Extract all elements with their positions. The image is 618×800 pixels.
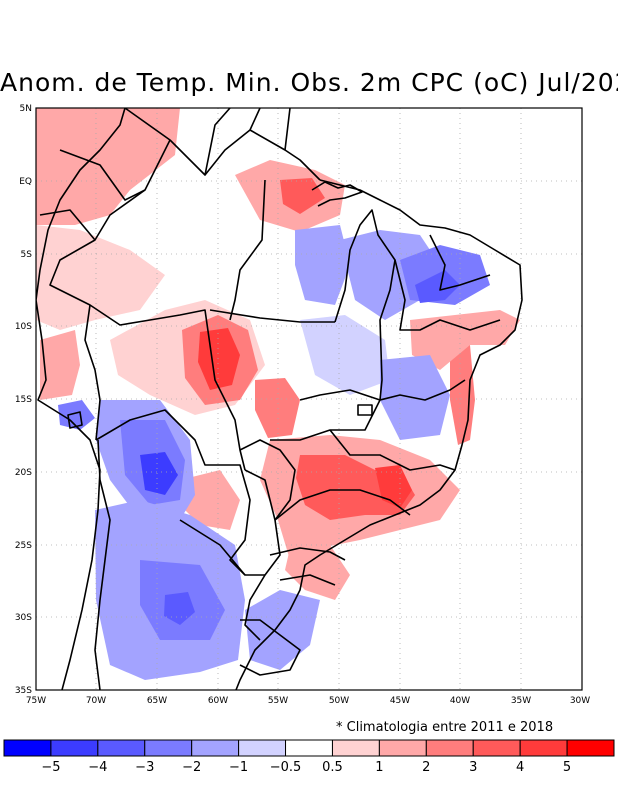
cool-anomaly-rio-grande-do-sul	[245, 590, 320, 670]
state-border-amazonas-para	[229, 179, 266, 321]
lat-tick-label: 35S	[15, 686, 32, 696]
graticule	[36, 108, 582, 690]
colorbar-label: −3	[135, 760, 154, 775]
lat-tick-label: EQ	[19, 177, 32, 187]
colorbar-swatch	[238, 739, 287, 757]
lat-tick-label: 30S	[15, 613, 32, 623]
lat-tick-label: 5N	[20, 104, 32, 114]
uruguay-border	[239, 619, 301, 676]
lon-tick-label: 40W	[450, 696, 470, 706]
coastlines-borders	[36, 108, 523, 690]
lat-tick-label: 10S	[15, 322, 32, 332]
coastline-east	[235, 179, 523, 690]
colorbar-label: −4	[88, 760, 107, 775]
colorbar-label: 2	[422, 760, 430, 775]
state-border-tocantins	[334, 209, 396, 401]
lat-tick-label: 5S	[21, 250, 33, 260]
guianas-borders	[204, 108, 291, 176]
cool-anomaly-chaco-core	[140, 452, 178, 495]
dist-federal	[357, 404, 373, 416]
lon-tick-label: 55W	[268, 696, 288, 706]
lat-tick-label: 20S	[15, 468, 32, 478]
colorbar-swatch	[144, 739, 193, 757]
map-title: Anom. de Temp. Min. Obs. 2m CPC (oC) Jul…	[0, 68, 618, 97]
anomaly-fields	[36, 108, 520, 680]
lon-tick-label: 45W	[390, 696, 410, 706]
climatology-note: * Climatologia entre 2011 e 2018	[336, 720, 554, 735]
lat-tick-label: 15S	[15, 395, 32, 405]
coastline-west	[36, 108, 126, 690]
colorbar-label: −5	[41, 760, 60, 775]
warm-anomaly-peru	[40, 330, 80, 400]
warm-anomaly-parana	[285, 545, 350, 600]
colorbar-swatch	[3, 739, 52, 757]
colorbar-swatch	[425, 739, 474, 757]
bolivia-peru-border	[84, 304, 101, 441]
state-border-maranhao-piaui	[394, 259, 501, 331]
cool-anomaly-tocantins	[300, 315, 390, 395]
colorbar-boxes	[3, 739, 615, 757]
lon-tick-label: 60W	[208, 696, 228, 706]
cool-anomaly-para	[295, 225, 350, 305]
state-border-para-mato-grosso	[209, 309, 335, 323]
warm-anomaly-west	[36, 225, 165, 330]
colorbar-label: −2	[182, 760, 201, 775]
amazon-mouth	[311, 181, 363, 207]
lon-tick-label: 70W	[86, 696, 106, 706]
lon-tick-label: 30W	[570, 696, 590, 706]
argentina-chile-border	[94, 439, 111, 690]
lon-tick-label: 50W	[329, 696, 349, 706]
lon-tick-label: 65W	[147, 696, 167, 706]
colorbar-swatch	[472, 739, 521, 757]
peru-ecuador-colombia	[39, 149, 146, 241]
brazil-border-west	[49, 139, 246, 471]
colorbar-label: 3	[469, 760, 477, 775]
lon-tick-label: 35W	[511, 696, 531, 706]
anomaly-map: 5N EQ 5S 10S 15S 20S 25S 30S 35S 75W 70W…	[15, 104, 590, 706]
colorbar-swatch	[566, 739, 615, 757]
warm-anomaly-bolivia	[180, 470, 240, 530]
lake	[67, 411, 83, 429]
colorbar-swatch	[285, 739, 333, 757]
state-border-ceara	[429, 234, 491, 291]
lat-axis: 5N EQ 5S 10S 15S 20S 25S 30S 35S	[15, 104, 32, 696]
lon-axis: 75W 70W 65W 60W 55W 50W 45W 40W 35W 30W	[26, 696, 590, 706]
bolivia-paraguay-border	[95, 409, 265, 576]
colorbar-swatch	[378, 739, 427, 757]
warm-anomaly-amapa-core	[280, 178, 325, 214]
state-border-parana-sc	[269, 547, 346, 586]
colorbar-label: 0.5	[322, 760, 343, 775]
colorbar-label: 5	[563, 760, 571, 775]
colorbar-label: −1	[229, 760, 248, 775]
state-border-ms	[239, 439, 296, 521]
state-border-sao-paulo	[274, 489, 411, 521]
colorbar-swatch	[97, 739, 146, 757]
colorbar-label: 4	[516, 760, 524, 775]
brazil-border-north	[124, 108, 321, 181]
cool-anomaly-chile-north	[58, 400, 95, 430]
brazil-border-south	[244, 469, 281, 641]
colorbar-label: −0.5	[270, 760, 302, 775]
warm-anomaly-bahia-coast	[450, 345, 475, 445]
lon-tick-label: 75W	[26, 696, 46, 706]
warm-anomaly-goias	[255, 378, 300, 438]
colorbar-swatch	[331, 739, 380, 757]
lat-tick-label: 25S	[15, 541, 32, 551]
paraguay-argentina-border	[179, 519, 246, 576]
colorbar-swatch	[519, 739, 568, 757]
state-border-minas	[329, 429, 456, 471]
warm-anomaly-pernambuco	[410, 310, 520, 370]
warm-anomaly-northwest	[36, 108, 180, 225]
colorbar-swatch	[50, 739, 99, 757]
colorbar-label: 1	[375, 760, 383, 775]
colorbar-labels: −5 −4 −3 −2 −1 −0.5 0.5 1 2 3 4 5	[41, 760, 571, 775]
cool-anomaly-ceara-core	[415, 270, 460, 303]
state-border-bahia	[379, 379, 466, 401]
map-frame	[35, 107, 583, 691]
colorbar-swatch	[191, 739, 240, 757]
warm-anomaly-mato-grosso-core	[198, 328, 240, 390]
colorbar: −5 −4 −3 −2 −1 −0.5 0.5 1 2 3 4 5	[3, 739, 615, 775]
